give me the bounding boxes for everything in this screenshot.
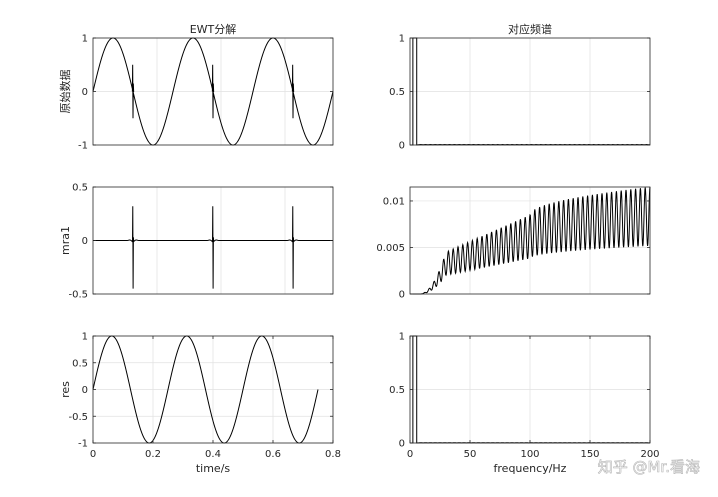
y-tick-label: 0.5 — [389, 385, 405, 396]
y-tick-label: 0.5 — [72, 358, 88, 369]
x-tick-label: 0 — [90, 449, 96, 460]
watermark-text: 知乎 @Mr.看海 — [598, 458, 700, 476]
panel-spec2: 0 0.005 0.01 — [376, 186, 651, 301]
y-tick-label: 0 — [399, 290, 405, 301]
y-tick-label: -1 — [78, 439, 88, 450]
y-tick-label: 0 — [82, 385, 88, 396]
y-tick-label: 0 — [399, 439, 405, 450]
panel-res: -1 -0.5 0 0.5 1 0 0.2 0.4 0.6 0.8 res time/s — [59, 332, 341, 476]
panel-spec1: 0 0.5 1 对应频谱 — [389, 22, 651, 152]
y-axis-label: mra1 — [59, 226, 72, 255]
y-tick-label: 1 — [399, 332, 405, 343]
panel-mra: -0.5 0 0.5 mra1 — [59, 183, 334, 301]
series-line — [92, 335, 319, 444]
y-tick-label: 0 — [399, 141, 405, 152]
y-tick-label: 0 — [82, 236, 88, 247]
y-axis-label: res — [59, 381, 72, 398]
y-tick-label: 1 — [399, 34, 405, 45]
series-line — [93, 206, 333, 289]
x-axis-label: time/s — [196, 462, 231, 475]
panel-title: 对应频谱 — [508, 22, 552, 36]
y-tick-label: 0.5 — [389, 87, 405, 98]
series-line — [92, 37, 334, 146]
x-tick-label: 0.8 — [325, 449, 341, 460]
x-tick-label: 0.2 — [145, 449, 161, 460]
series-line — [410, 186, 651, 295]
y-tick-label: 0.005 — [376, 243, 405, 254]
y-tick-label: -0.5 — [68, 290, 88, 301]
axes-frame — [409, 186, 651, 295]
y-tick-label: -0.5 — [68, 412, 88, 423]
y-tick-label: 1 — [82, 332, 88, 343]
x-tick-label: 150 — [580, 449, 599, 460]
x-tick-label: 0 — [407, 449, 413, 460]
x-tick-label: 50 — [464, 449, 477, 460]
panel-spec3: 0 0.5 1 0 50 100 150 200 frequency/Hz — [389, 332, 659, 476]
y-tick-label: 0.01 — [383, 196, 405, 207]
x-tick-label: 100 — [520, 449, 539, 460]
y-tick-label: -1 — [78, 141, 88, 152]
y-tick-label: 0 — [82, 87, 88, 98]
y-axis-label: 原始数据 — [58, 70, 72, 114]
x-tick-label: 0.6 — [265, 449, 281, 460]
y-tick-label: 0.5 — [72, 183, 88, 194]
panel-title: EWT分解 — [190, 22, 237, 36]
x-axis-label: frequency/Hz — [494, 462, 567, 475]
y-tick-label: 1 — [82, 34, 88, 45]
x-tick-label: 200 — [640, 449, 659, 460]
x-tick-label: 0.4 — [205, 449, 221, 460]
